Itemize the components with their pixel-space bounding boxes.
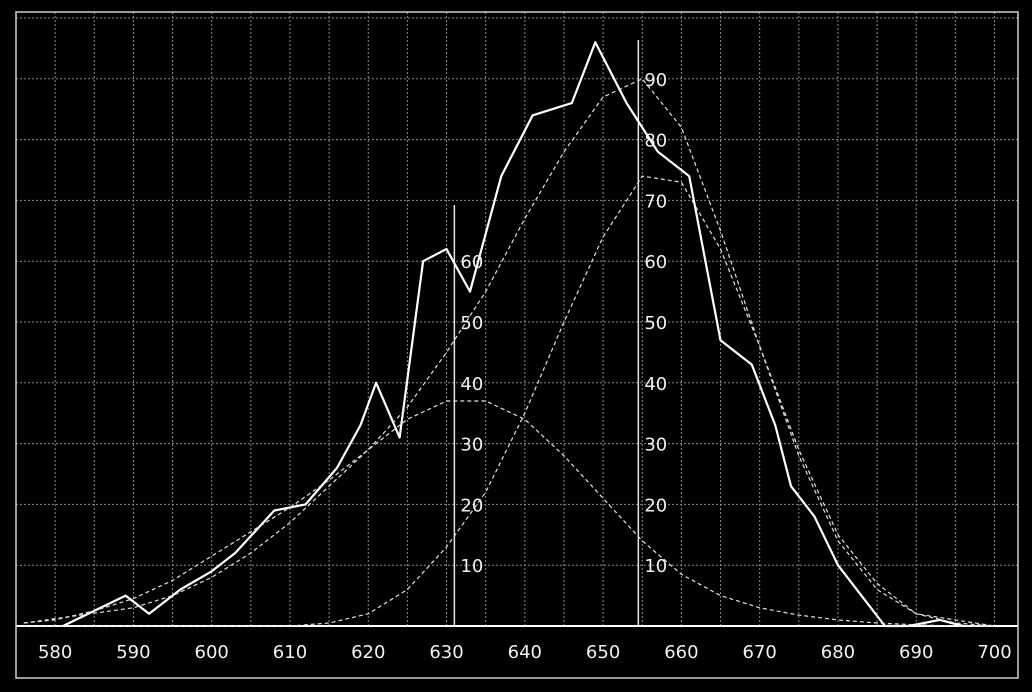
x-tick-label: 600 [195, 642, 229, 663]
x-tick-label: 690 [899, 642, 933, 663]
grid-layer [16, 12, 1018, 627]
fitted-curve-2 [23, 175, 995, 627]
x-tick-label: 640 [508, 642, 542, 663]
x-tick-label: 680 [821, 642, 855, 663]
x-tick-label: 670 [742, 642, 776, 663]
x-tick-label: 630 [429, 642, 463, 663]
y-tick-label-right: 70 [644, 191, 667, 212]
y-tick-label-left: 60 [460, 252, 483, 273]
y-tick-label-right: 80 [644, 131, 667, 152]
x-tick-label: 620 [351, 642, 385, 663]
y-tick-label-right: 10 [644, 556, 667, 577]
observed-curve [62, 41, 964, 628]
marker-lines [453, 40, 640, 626]
x-tick-label: 660 [664, 642, 698, 663]
y-tick-label-left: 30 [460, 435, 483, 456]
y-tick-label-right: 40 [644, 374, 667, 395]
x-tick-label: 610 [273, 642, 307, 663]
y-tick-label-left: 40 [460, 374, 483, 395]
y-tick-label-right: 50 [644, 313, 667, 334]
x-tick-label: 700 [977, 642, 1011, 663]
y-tick-label-right: 30 [644, 435, 667, 456]
series-layer [23, 41, 995, 628]
y-tick-label-right: 20 [644, 495, 667, 516]
tick-labels: 580 590 600 610 620 630 640 650 660 670 680 690 700 1… [38, 70, 1012, 663]
x-tick-label: 650 [586, 642, 620, 663]
x-tick-label: 590 [116, 642, 150, 663]
y-tick-label-left: 10 [460, 556, 483, 577]
y-tick-label-left: 50 [460, 313, 483, 334]
fitted-curve-3 [23, 400, 995, 627]
y-tick-label-right: 60 [644, 252, 667, 273]
y-tick-label-left: 20 [460, 495, 483, 516]
fitted-curve-1 [23, 78, 995, 627]
y-tick-label-right: 90 [644, 70, 667, 91]
plot-frame [15, 11, 1019, 679]
x-tick-label: 580 [38, 642, 72, 663]
